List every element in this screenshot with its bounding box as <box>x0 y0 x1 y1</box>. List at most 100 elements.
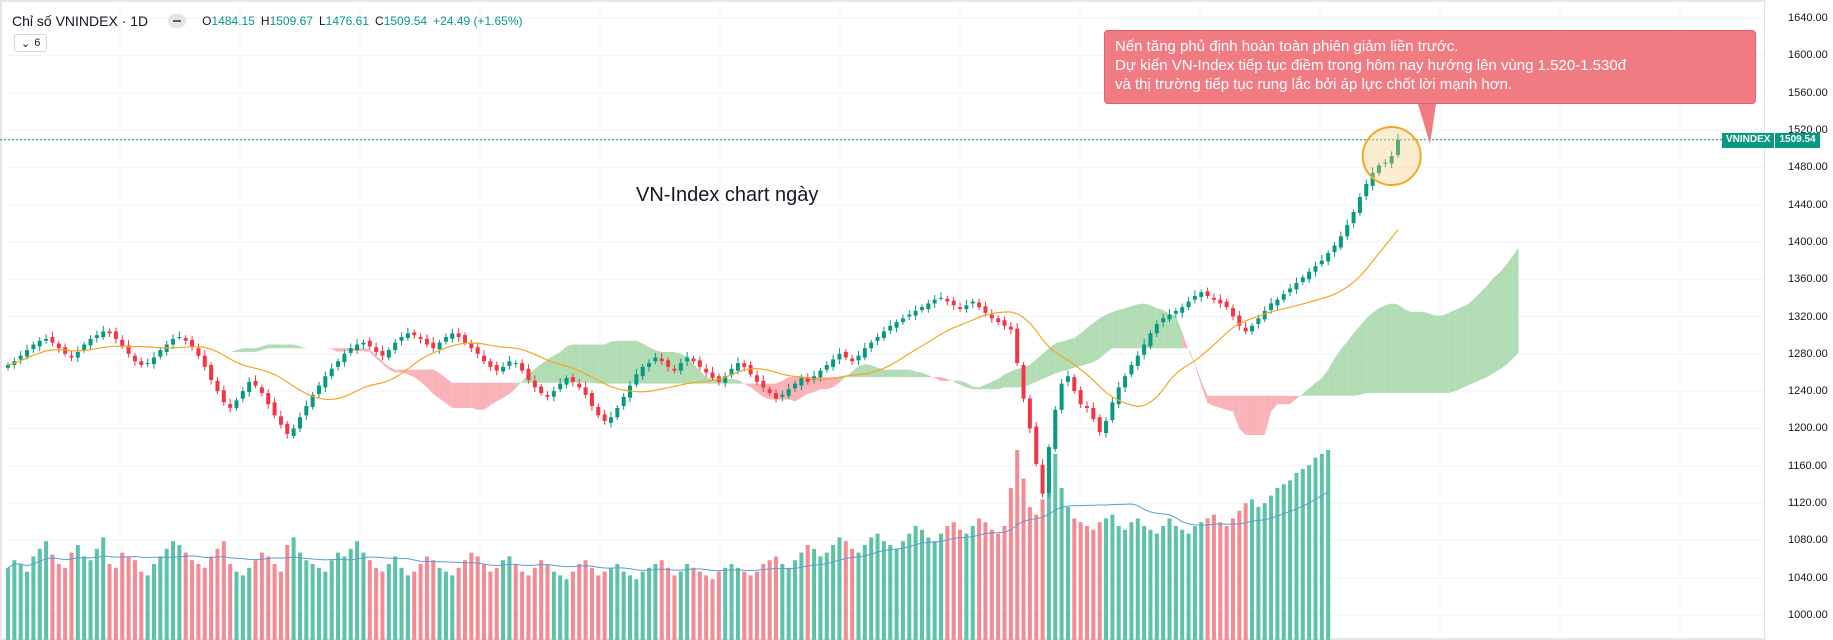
cloud-segment <box>585 344 592 383</box>
candle-body <box>1084 406 1089 408</box>
volume-bar <box>469 552 474 640</box>
cloud-segment <box>839 377 846 383</box>
volume-bar <box>1256 507 1261 640</box>
cloud-segment <box>655 350 662 384</box>
high-value: 1509.67 <box>269 14 313 28</box>
cloud-segment <box>268 344 275 349</box>
candle-body <box>932 299 937 304</box>
candle-body <box>945 298 950 302</box>
indicators-toggle-button[interactable]: ⌄ 6 <box>14 34 48 52</box>
candle-body <box>869 342 874 349</box>
candle-body <box>1148 333 1153 347</box>
candle-body <box>272 402 277 416</box>
candle-body <box>221 390 226 403</box>
volume-bar <box>1326 450 1331 640</box>
highlight-circle <box>1361 126 1422 187</box>
price-axis-tick-label: 1440.00 <box>1788 198 1828 211</box>
candle-body <box>1027 398 1032 429</box>
volume-bar <box>209 556 214 640</box>
volume-bar <box>1008 488 1013 640</box>
cloud-segment <box>1188 348 1195 366</box>
candle-body <box>824 365 829 370</box>
candle-body <box>621 396 626 407</box>
candle-body <box>31 344 36 350</box>
candle-body <box>1376 165 1381 173</box>
volume-bar <box>361 552 366 640</box>
volume-bar <box>44 541 49 640</box>
candle-body <box>539 386 544 393</box>
candle-body <box>640 366 645 377</box>
volume-bar <box>983 522 988 640</box>
volume-bar <box>374 567 379 640</box>
volume-bar <box>1135 518 1140 640</box>
volume-bar <box>1110 514 1115 640</box>
price-axis-tick-label: 1640.00 <box>1788 12 1828 24</box>
close-label: C <box>375 14 384 28</box>
cloud-segment <box>204 351 212 353</box>
cloud-segment <box>173 363 180 366</box>
volume-bar <box>1211 514 1216 640</box>
candle-body <box>1211 297 1216 300</box>
cloud-segment <box>560 346 567 383</box>
price-axis-tick-label: 1120.00 <box>1788 497 1827 510</box>
volume-bar <box>424 556 429 640</box>
candle-body <box>393 342 398 351</box>
candle-body <box>1154 323 1159 334</box>
candle-body <box>437 342 442 350</box>
candle-body <box>1192 295 1197 300</box>
candle-body <box>1110 402 1115 421</box>
cloud-segment <box>426 369 434 394</box>
candle-body <box>1294 282 1299 290</box>
cloud-segment <box>484 382 491 410</box>
cloud-segment <box>1391 303 1398 393</box>
volume-bar <box>691 567 696 640</box>
candle-body <box>1078 390 1083 405</box>
price-axis[interactable] <box>1764 0 1833 640</box>
volume-bar <box>1173 526 1178 640</box>
volume-bar <box>602 571 607 640</box>
candle-body <box>919 307 924 310</box>
candle-body <box>608 417 613 423</box>
candle-body <box>837 353 842 360</box>
volume-bar <box>291 537 296 640</box>
candle-body <box>190 339 195 347</box>
candle-body <box>1021 365 1026 399</box>
cloud-segment <box>1213 395 1221 408</box>
volume-bar <box>1313 457 1318 640</box>
open-label: O <box>202 14 212 28</box>
candle-body <box>793 383 798 389</box>
volume-bar <box>266 556 271 640</box>
volume-bar <box>996 533 1001 640</box>
low-label: L <box>318 14 326 28</box>
candle-body <box>1383 162 1388 164</box>
candle-body <box>628 385 633 398</box>
volume-bar <box>69 552 74 640</box>
cloud-segment <box>953 380 961 385</box>
volume-bar <box>37 548 42 640</box>
symbol-title[interactable]: Chỉ số VNINDEX · 1D <box>12 13 149 29</box>
cloud-segment <box>1385 303 1392 393</box>
callout-line-2: Dự kiến VN-Index tiếp tục điềm trong hôm… <box>1115 57 1627 74</box>
candle-body <box>1338 236 1343 248</box>
more-menu-icon[interactable] <box>168 14 187 28</box>
cloud-segment <box>1290 395 1297 405</box>
candle-body <box>475 347 480 354</box>
cloud-segment <box>661 351 669 384</box>
volume-bar <box>1015 450 1020 640</box>
volume-bar <box>310 564 315 640</box>
cloud-segment <box>1093 318 1100 363</box>
volume-bar <box>742 571 747 640</box>
close-value: 1509.54 <box>383 14 428 28</box>
volume-bar <box>355 541 360 640</box>
candle-body <box>501 366 506 372</box>
candle-body <box>151 357 156 365</box>
volume-bar <box>1021 478 1026 640</box>
cloud-segment <box>534 364 542 383</box>
cloud-segment <box>896 369 903 378</box>
cloud-segment <box>579 344 586 383</box>
volume-bar <box>1250 499 1255 640</box>
cloud-segment <box>369 349 377 359</box>
candle-body <box>856 355 861 361</box>
candle-body <box>1091 407 1096 420</box>
